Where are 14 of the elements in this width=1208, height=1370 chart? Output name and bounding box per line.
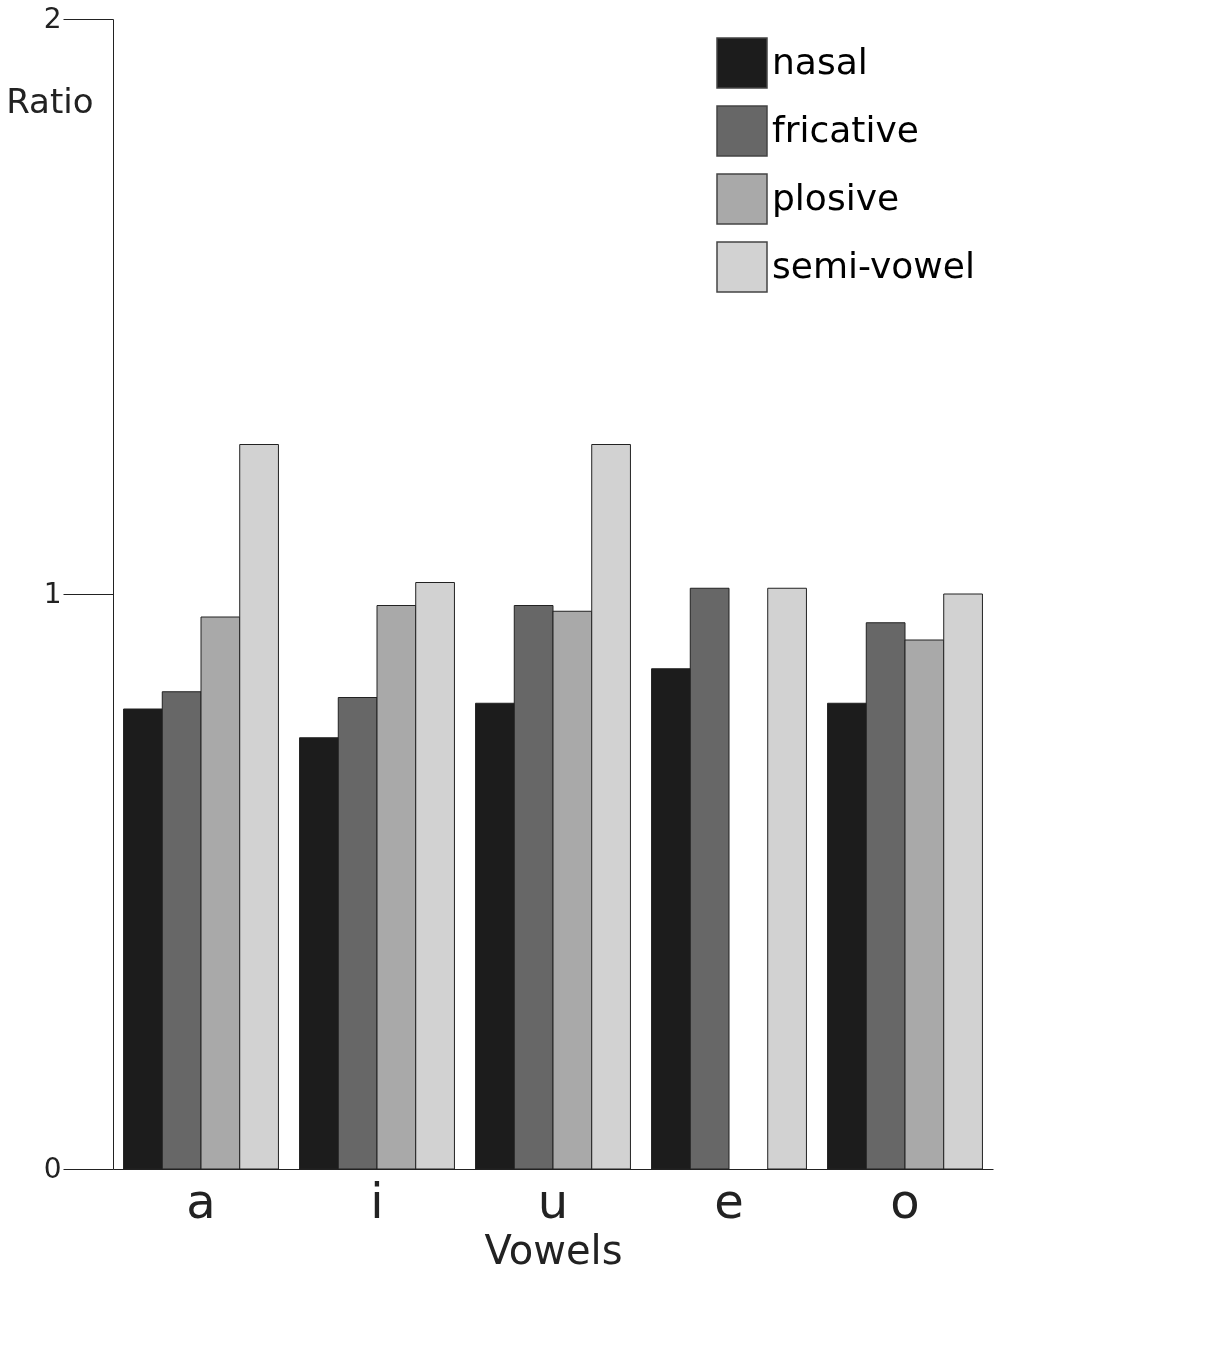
x-tick-label: o	[890, 1172, 920, 1229]
legend-label: nasal	[772, 41, 868, 82]
y-axis-title: Ratio	[6, 80, 94, 121]
legend-label: fricative	[772, 109, 919, 150]
legend-label: semi-vowel	[772, 245, 975, 286]
legend-label: plosive	[772, 177, 900, 218]
y-tick-label: 1	[43, 576, 62, 610]
y-tick-label: 2	[43, 1, 62, 35]
x-tick-label: i	[370, 1172, 384, 1229]
x-tick-label: u	[537, 1172, 569, 1229]
x-tick-label: e	[714, 1172, 744, 1229]
x-axis-title: Vowels	[484, 1226, 623, 1273]
x-tick-label: a	[186, 1172, 216, 1229]
y-tick-label: 0	[43, 1151, 62, 1185]
